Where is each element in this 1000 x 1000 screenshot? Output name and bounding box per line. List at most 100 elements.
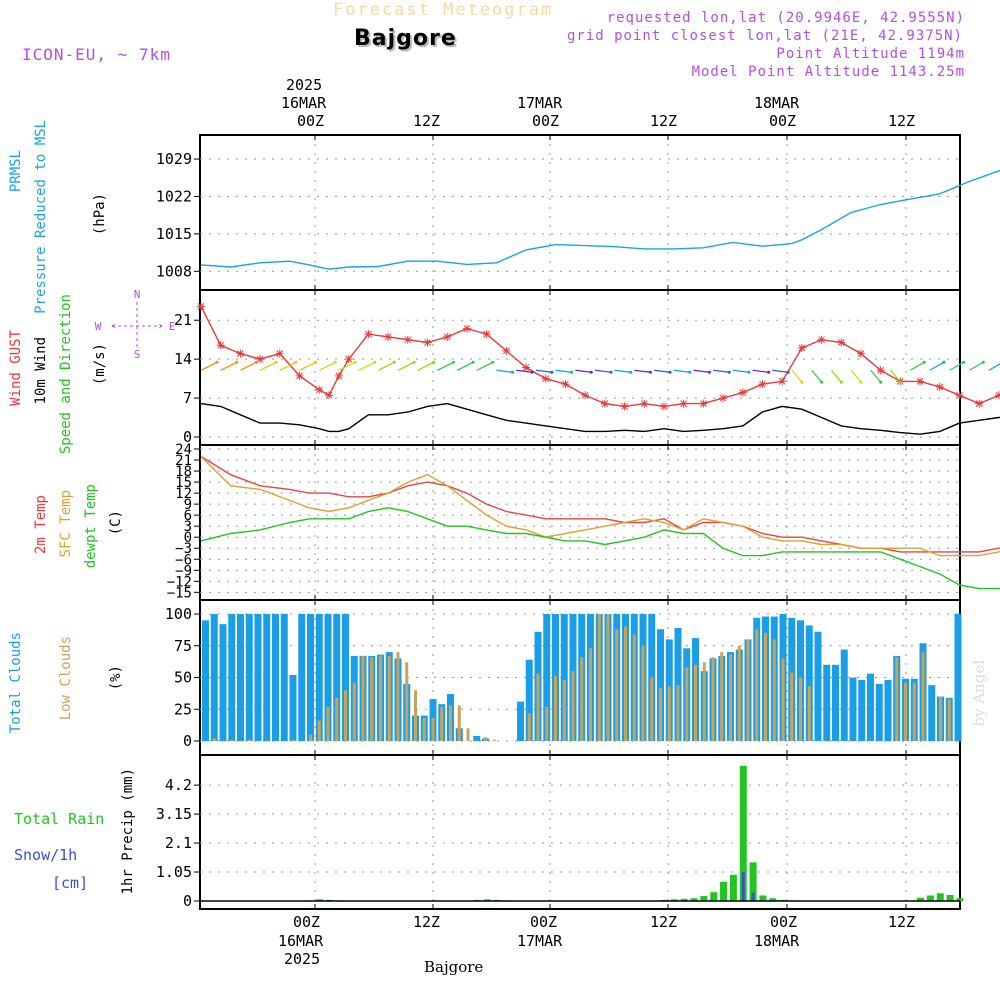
bottom-day-18mar: 18MAR	[754, 932, 800, 950]
total-cloud-bar	[832, 664, 839, 741]
low-cloud-bar	[685, 667, 689, 741]
total-cloud-bar	[210, 614, 218, 741]
wind-arrow-head	[800, 380, 804, 384]
ytick-label-4-1: 1.05	[156, 863, 192, 881]
footer-location: Bajgore	[424, 958, 484, 976]
gust-marker	[364, 330, 373, 339]
gust-marker	[502, 346, 511, 355]
wind-arrow-head	[432, 360, 436, 364]
low-cloud-bar	[309, 734, 312, 741]
wind-arrow	[496, 369, 513, 373]
wind-arrow	[673, 369, 690, 373]
wind-arrow-head	[747, 370, 751, 374]
total-cloud-bar	[272, 614, 279, 741]
total-cloud-bar	[867, 673, 874, 741]
rain-bar	[710, 892, 718, 901]
wind-arrow-head	[786, 370, 790, 374]
low-cloud-bar	[449, 705, 452, 741]
low-cloud-bar	[344, 690, 347, 741]
low-cloud-bar	[212, 738, 216, 741]
model-altitude: Model Point Altitude 1143.25m	[691, 64, 965, 80]
total-cloud-bar	[298, 614, 306, 741]
top-day-17mar: 17MAR	[517, 94, 563, 112]
wind-arrow	[811, 369, 823, 383]
rain-bar	[956, 898, 964, 901]
wind-arrow	[535, 369, 552, 373]
panel-frame-2	[199, 444, 961, 601]
bottom-hour-12z-3: 12Z	[888, 913, 916, 931]
low-cloud-bar	[702, 662, 706, 741]
wind-arrow	[791, 369, 803, 383]
gust-marker	[758, 380, 767, 389]
wind-arrow	[969, 361, 984, 371]
wind-arrow-head	[962, 360, 966, 364]
wind-arrow-head	[668, 370, 672, 374]
rain-bar	[926, 895, 934, 901]
wind-arrow-head	[879, 380, 883, 384]
low-cloud-bar	[414, 690, 417, 741]
gust-marker	[659, 402, 668, 411]
wind-arrow	[378, 361, 395, 371]
top-hour-00z-2: 00Z	[532, 112, 560, 130]
ytick-label-2-8: 9	[184, 497, 192, 513]
gust-marker	[482, 330, 491, 339]
wind-arrow-head	[859, 380, 863, 384]
compass-s: S	[134, 348, 141, 361]
wind-arrow-head	[451, 360, 455, 364]
wind-arrow-head	[254, 360, 258, 364]
ytick-label-2-11: 18	[175, 464, 192, 480]
gust-marker	[403, 335, 412, 344]
wind-arrow	[752, 369, 769, 373]
gust-marker	[994, 391, 1000, 400]
total-cloud-bar	[307, 614, 314, 741]
wind-arrow	[555, 369, 572, 373]
wind-arrow-head	[491, 360, 495, 364]
wind-arrow	[200, 361, 218, 371]
wind-arrow	[220, 361, 237, 371]
gust-marker	[443, 332, 452, 341]
wind-arrow	[909, 361, 925, 371]
low-cloud-bar	[764, 633, 767, 741]
gust-marker	[522, 363, 531, 372]
total-cloud-bar	[254, 614, 262, 741]
gust-marker	[916, 377, 925, 386]
total-cloud-bar	[228, 614, 236, 741]
low-cloud-bar	[562, 680, 566, 741]
location-title: Bajgore	[354, 26, 457, 51]
compass-e: E	[169, 320, 176, 333]
total-cloud-bar	[875, 683, 883, 741]
low-cloud-bar	[536, 673, 540, 741]
gust-marker	[797, 344, 806, 353]
total-cloud-bar	[202, 620, 209, 741]
ytick-label-3-1: 25	[174, 700, 192, 718]
total-cloud-bar	[289, 674, 297, 741]
low-cloud-bar	[807, 686, 811, 741]
top-hour-00z-1: 00Z	[297, 112, 325, 130]
wind-arrow-head	[727, 370, 731, 374]
total-cloud-bar	[263, 614, 271, 741]
rain-bar	[483, 899, 491, 901]
bottom-hour-12z-2: 12Z	[650, 913, 678, 931]
ytick-label-0-1: 1015	[156, 225, 192, 243]
low-cloud-bar	[431, 718, 435, 741]
wind-arrow-head	[373, 360, 377, 364]
gust-marker	[699, 399, 708, 408]
bottom-hour-12z-1: 12Z	[413, 913, 441, 931]
low-cloud-bar	[632, 634, 636, 741]
low-cloud-bar	[921, 652, 925, 741]
snow-bar	[741, 872, 745, 901]
wind-arrow	[614, 369, 631, 373]
gust-marker	[581, 391, 590, 400]
ytick-label-4-0: 0	[183, 892, 192, 910]
low-cloud-bar	[396, 652, 400, 741]
wind-arrow	[279, 361, 297, 371]
low-cloud-bar	[457, 705, 461, 741]
rain-bar	[670, 899, 678, 901]
gust-marker	[679, 399, 688, 408]
low-cloud-bar	[379, 655, 382, 741]
ytick-label-3-2: 50	[174, 669, 192, 687]
wind-arrow-head	[609, 370, 613, 374]
wind-arrow	[850, 369, 862, 383]
ytick-label-1-2: 14	[174, 350, 192, 368]
model-label: ICON-EU, ~ 7km	[22, 45, 171, 64]
